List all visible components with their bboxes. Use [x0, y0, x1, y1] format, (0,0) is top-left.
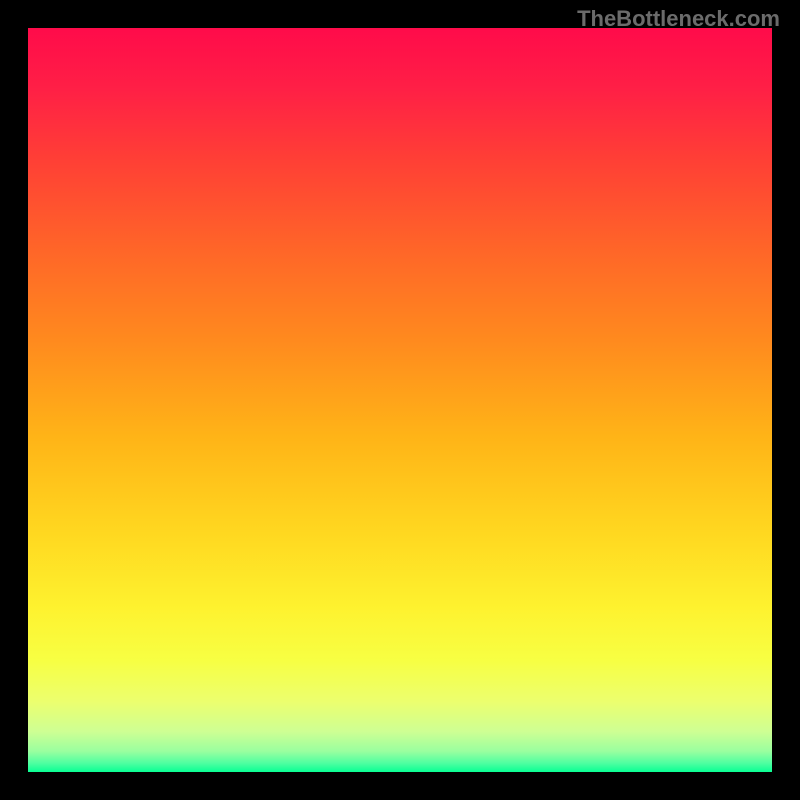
watermark-label: TheBottleneck.com [577, 6, 780, 32]
figure-root: TheBottleneck.com [0, 0, 800, 800]
bottleneck-curve [772, 28, 800, 772]
gradient-background [28, 28, 772, 772]
plot-area [28, 28, 772, 772]
